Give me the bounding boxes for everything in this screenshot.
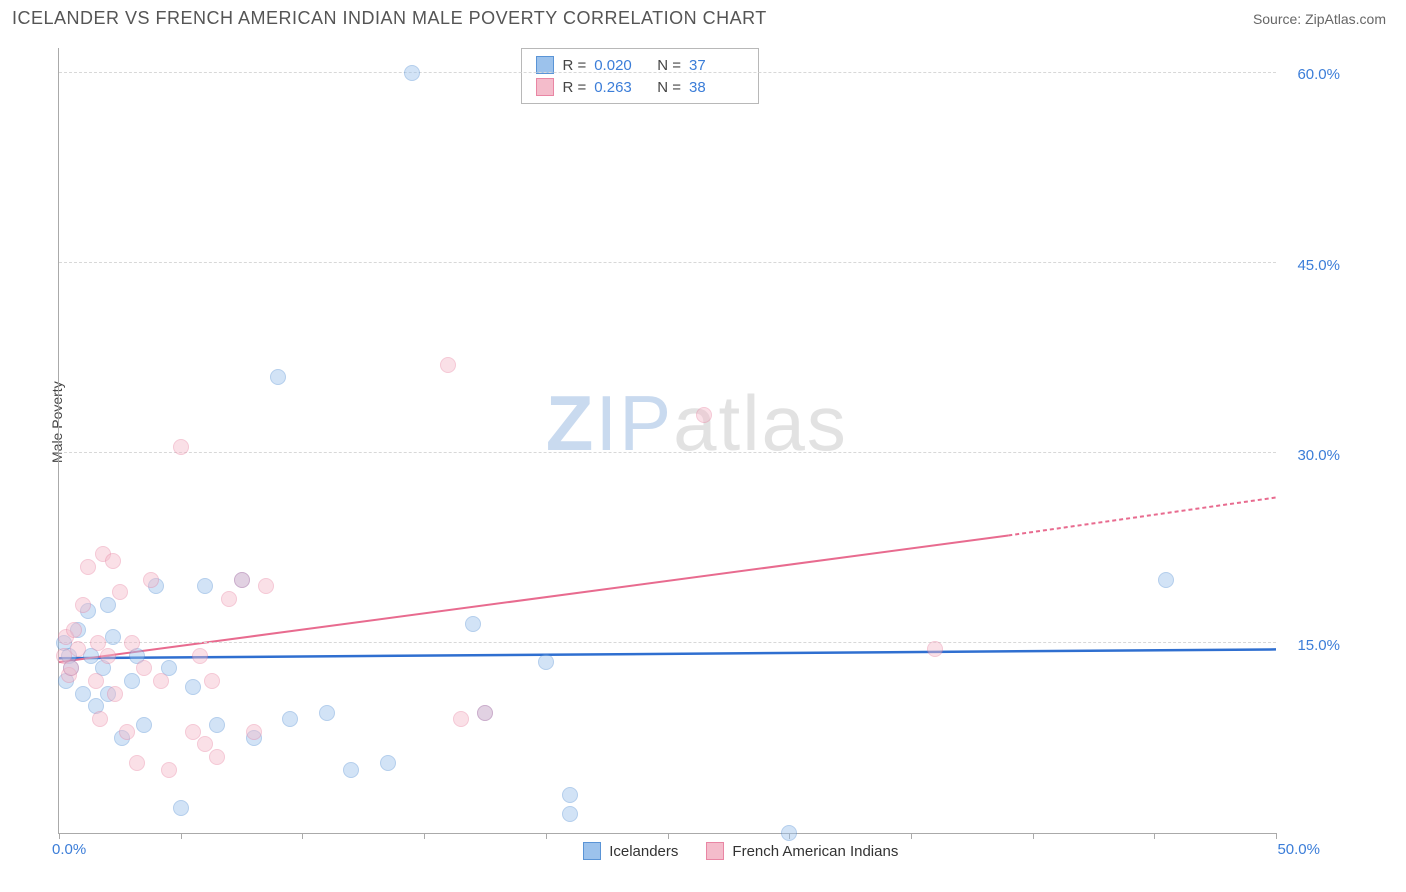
data-point [75, 597, 91, 613]
data-point [161, 762, 177, 778]
r-label: R = [562, 79, 586, 96]
legend-label-2: French American Indians [732, 843, 898, 860]
y-tick-label: 60.0% [1297, 66, 1340, 83]
data-point [246, 724, 262, 740]
data-point [173, 439, 189, 455]
data-point [136, 660, 152, 676]
data-point [204, 673, 220, 689]
data-point [107, 686, 123, 702]
x-tick [424, 833, 425, 839]
y-tick-label: 30.0% [1297, 447, 1340, 464]
x-tick-label-max: 50.0% [1277, 841, 1320, 858]
legend-swatch-1 [583, 842, 601, 860]
data-point [88, 673, 104, 689]
legend-item-1: Icelanders [583, 842, 678, 860]
y-tick-label: 15.0% [1297, 637, 1340, 654]
data-point [153, 673, 169, 689]
x-tick [1276, 833, 1277, 839]
stats-box: R = 0.020 N = 37 R = 0.263 N = 38 [521, 48, 759, 104]
legend-label-1: Icelanders [609, 843, 678, 860]
n-label: N = [657, 79, 681, 96]
legend: Icelanders French American Indians [583, 842, 898, 860]
data-point [258, 578, 274, 594]
data-point [136, 717, 152, 733]
data-point [197, 736, 213, 752]
x-tick [668, 833, 669, 839]
series1-n-value: 37 [689, 57, 744, 74]
data-point [92, 711, 108, 727]
chart-title: ICELANDER VS FRENCH AMERICAN INDIAN MALE… [12, 8, 767, 29]
data-point [63, 660, 79, 676]
data-point [173, 800, 189, 816]
data-point [105, 553, 121, 569]
data-point [781, 825, 797, 841]
data-point [927, 641, 943, 657]
legend-item-2: French American Indians [706, 842, 898, 860]
data-point [100, 648, 116, 664]
data-point [319, 705, 335, 721]
x-tick-label-min: 0.0% [52, 841, 86, 858]
source-attribution: Source: ZipAtlas.com [1253, 11, 1386, 27]
data-point [185, 724, 201, 740]
data-point [197, 578, 213, 594]
data-point [453, 711, 469, 727]
data-point [209, 717, 225, 733]
data-point [129, 755, 145, 771]
x-tick [181, 833, 182, 839]
x-tick [302, 833, 303, 839]
data-point [562, 787, 578, 803]
gridline [59, 642, 1276, 643]
x-tick [59, 833, 60, 839]
data-point [80, 559, 96, 575]
x-tick [546, 833, 547, 839]
data-point [209, 749, 225, 765]
data-point [100, 597, 116, 613]
x-tick [1033, 833, 1034, 839]
data-point [270, 369, 286, 385]
trend-lines [59, 48, 1276, 833]
data-point [440, 357, 456, 373]
data-point [185, 679, 201, 695]
series2-r-value: 0.263 [594, 79, 649, 96]
gridline [59, 452, 1276, 453]
n-label: N = [657, 57, 681, 74]
y-tick-label: 45.0% [1297, 257, 1340, 274]
data-point [143, 572, 159, 588]
data-point [124, 673, 140, 689]
stats-row-2: R = 0.263 N = 38 [536, 76, 744, 98]
data-point [380, 755, 396, 771]
x-tick [911, 833, 912, 839]
data-point [1158, 572, 1174, 588]
x-tick [1154, 833, 1155, 839]
data-point [75, 686, 91, 702]
chart-container: Male Poverty ZIPatlas R = 0.020 N = 37 R… [48, 48, 1386, 862]
data-point [70, 641, 86, 657]
series1-swatch [536, 56, 554, 74]
data-point [124, 635, 140, 651]
data-point [696, 407, 712, 423]
data-point [221, 591, 237, 607]
data-point [477, 705, 493, 721]
series2-swatch [536, 78, 554, 96]
plot-area: ZIPatlas R = 0.020 N = 37 R = 0.263 N = … [58, 48, 1276, 834]
data-point [105, 629, 121, 645]
data-point [112, 584, 128, 600]
r-label: R = [562, 57, 586, 74]
data-point [66, 622, 82, 638]
data-point [192, 648, 208, 664]
legend-swatch-2 [706, 842, 724, 860]
data-point [234, 572, 250, 588]
data-point [538, 654, 554, 670]
data-point [119, 724, 135, 740]
data-point [562, 806, 578, 822]
gridline [59, 72, 1276, 73]
data-point [282, 711, 298, 727]
data-point [465, 616, 481, 632]
data-point [404, 65, 420, 81]
gridline [59, 262, 1276, 263]
data-point [343, 762, 359, 778]
series1-r-value: 0.020 [594, 57, 649, 74]
series2-n-value: 38 [689, 79, 744, 96]
